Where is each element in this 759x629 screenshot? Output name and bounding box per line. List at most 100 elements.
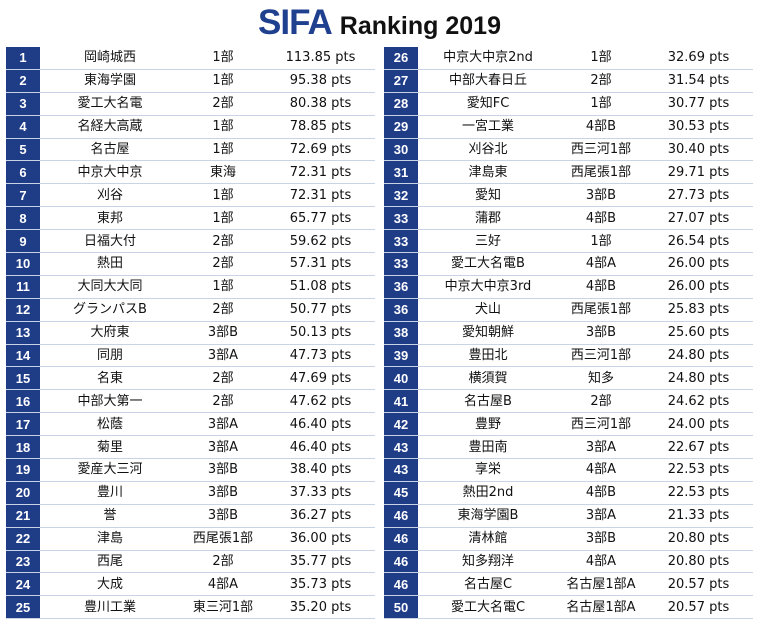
rank-cell: 46 [384, 572, 418, 596]
ranking-table-right: 26 中京大中京2nd 1部 32.69 pts 27 中部大春日丘 2部 31.54 pts… [384, 47, 753, 619]
points-cell: 20.80 pts [667, 531, 730, 547]
table-row: 9 日福大付 2部 59.62 pts [6, 229, 375, 253]
rank-cell: 33 [384, 206, 418, 230]
league-cell: 4部B [585, 119, 617, 135]
league-cell: 4部A [585, 256, 617, 272]
league-cell: 2部 [212, 233, 234, 249]
league-cell: 3部A [585, 508, 617, 524]
rank-cell: 18 [6, 435, 40, 459]
team-cell: 名東 [96, 370, 123, 386]
league-cell: 1部 [590, 96, 612, 112]
points-cell: 29.71 pts [667, 164, 730, 180]
points-cell: 24.80 pts [667, 370, 730, 386]
table-row: 29 一宮工業 4部B 30.53 pts [384, 115, 753, 139]
points-cell: 30.53 pts [667, 119, 730, 135]
points-cell: 36.27 pts [289, 508, 352, 524]
rank-cell: 43 [384, 435, 418, 459]
team-cell: 清林館 [468, 531, 508, 547]
points-cell: 21.33 pts [667, 508, 730, 524]
rank-cell: 42 [384, 412, 418, 436]
table-row: 43 豊田南 3部A 22.67 pts [384, 435, 753, 459]
league-cell: 西尾張1部 [570, 302, 632, 318]
points-cell: 32.69 pts [667, 50, 730, 66]
table-row: 20 豊川 3部B 37.33 pts [6, 481, 375, 505]
team-cell: 中京大中京 [77, 164, 143, 180]
table-row: 3 愛工大名電 2部 80.38 pts [6, 92, 375, 116]
league-cell: 1部 [212, 187, 234, 203]
rank-cell: 29 [384, 115, 418, 139]
rank-cell: 45 [384, 481, 418, 505]
league-cell: 西三河1部 [570, 142, 632, 157]
league-cell: 1部 [212, 119, 234, 135]
rank-cell: 33 [384, 252, 418, 276]
team-cell: 刈谷北 [468, 142, 508, 157]
rank-cell: 12 [6, 298, 40, 322]
table-row: 1 岡崎城西 1部 113.85 pts [6, 47, 375, 70]
points-cell: 26.00 pts [667, 256, 730, 272]
rank-cell: 13 [6, 321, 40, 345]
points-cell: 35.77 pts [289, 554, 352, 570]
team-cell: 名古屋 [90, 142, 130, 157]
brand-title: SIFA [258, 3, 333, 42]
points-cell: 22.53 pts [667, 462, 730, 478]
points-cell: 36.00 pts [289, 531, 352, 547]
table-row: 7 刈谷 1部 72.31 pts [6, 183, 375, 207]
team-cell: 大成 [96, 576, 123, 592]
points-cell: 22.53 pts [667, 485, 730, 501]
team-cell: 西尾 [96, 554, 123, 570]
league-cell: 3部A [207, 416, 239, 432]
points-cell: 50.77 pts [289, 302, 352, 318]
points-cell: 57.31 pts [289, 256, 352, 272]
rank-cell: 21 [6, 504, 40, 528]
points-cell: 20.57 pts [667, 599, 730, 615]
league-cell: 3部B [207, 325, 239, 341]
rank-cell: 3 [6, 92, 40, 116]
table-row: 4 名経大高蔵 1部 78.85 pts [6, 115, 375, 139]
team-cell: 東邦 [96, 210, 123, 226]
table-row: 46 東海学園B 3部A 21.33 pts [384, 504, 753, 528]
table-row: 12 グランパスB 2部 50.77 pts [6, 298, 375, 322]
rank-cell: 9 [6, 229, 40, 253]
points-cell: 113.85 pts [285, 50, 356, 66]
table-row: 18 菊里 3部A 46.40 pts [6, 435, 375, 459]
table-row: 23 西尾 2部 35.77 pts [6, 550, 375, 573]
points-cell: 72.31 pts [289, 164, 352, 180]
table-row: 27 中部大春日丘 2部 31.54 pts [384, 69, 753, 93]
league-cell: 3部A [207, 439, 239, 455]
ranking-subtitle: Ranking 2019 [339, 11, 501, 40]
table-row: 17 松蔭 3部A 46.40 pts [6, 412, 375, 436]
points-cell: 27.07 pts [667, 210, 730, 226]
table-row: 6 中京大中京 東海 72.31 pts [6, 160, 375, 184]
league-cell: 4部A [585, 462, 617, 478]
table-row: 36 犬山 西尾張1部 25.83 pts [384, 298, 753, 322]
team-cell: 同朋 [96, 348, 123, 364]
table-row: 33 三好 1部 26.54 pts [384, 229, 753, 253]
table-row: 30 刈谷北 西三河1部 30.40 pts [384, 138, 753, 161]
league-cell: 2部 [590, 393, 612, 409]
rank-cell: 27 [384, 69, 418, 93]
team-cell: 豊野 [474, 416, 501, 432]
rank-cell: 16 [6, 389, 40, 413]
team-cell: 知多翔洋 [461, 554, 514, 570]
team-cell: 中京大中京2nd [443, 50, 533, 66]
league-cell: 1部 [212, 210, 234, 226]
points-cell: 25.83 pts [667, 302, 730, 318]
rank-cell: 5 [6, 138, 40, 161]
table-row: 19 愛産大三河 3部B 38.40 pts [6, 458, 375, 482]
table-row: 42 豊野 西三河1部 24.00 pts [384, 412, 753, 436]
team-cell: グランパスB [73, 302, 147, 318]
table-row: 45 熱田2nd 4部B 22.53 pts [384, 481, 753, 505]
team-cell: 大府東 [90, 325, 130, 341]
team-cell: 横須賀 [468, 370, 508, 386]
points-cell: 72.69 pts [289, 142, 352, 157]
league-cell: 3部B [207, 485, 239, 501]
rank-cell: 32 [384, 183, 418, 207]
table-row: 46 名古屋C 名古屋1部A 20.57 pts [384, 572, 753, 596]
team-cell: 犬山 [474, 302, 501, 318]
team-cell: 名古屋B [464, 393, 512, 409]
league-cell: 2部 [212, 302, 234, 318]
league-cell: 3部B [207, 462, 239, 478]
team-cell: 豊川工業 [83, 599, 136, 615]
table-row: 38 愛知朝鮮 3部B 25.60 pts [384, 321, 753, 345]
team-cell: 蒲郡 [474, 210, 501, 226]
